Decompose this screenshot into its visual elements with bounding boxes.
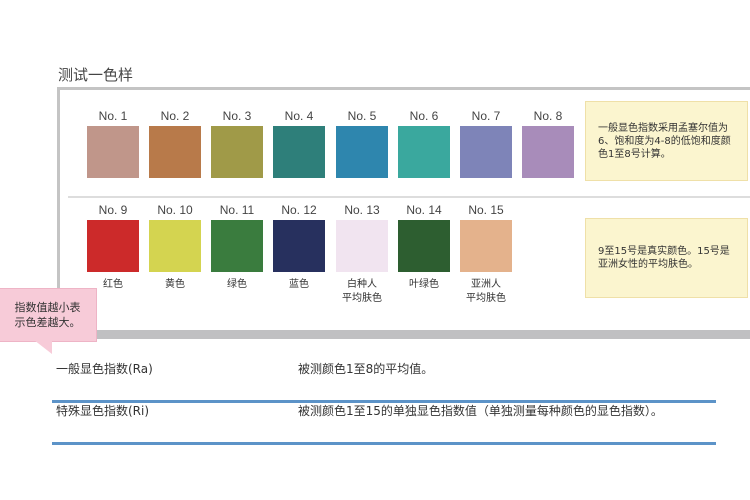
color-sample: No. 6 xyxy=(398,108,450,178)
color-swatch xyxy=(522,126,574,178)
color-sample: No. 8 xyxy=(522,108,574,178)
sample-number: No. 4 xyxy=(284,109,314,123)
color-swatch xyxy=(336,220,388,272)
section-title: 测试一色样 xyxy=(58,66,134,84)
color-sample: No. 4 xyxy=(273,108,325,178)
color-swatch xyxy=(460,220,512,272)
color-sample: No. 2 xyxy=(149,108,201,178)
color-swatch xyxy=(87,220,139,272)
sample-number: No. 9 xyxy=(98,203,128,217)
sample-number: No. 13 xyxy=(344,203,380,217)
sample-number: No. 10 xyxy=(157,203,193,217)
sample-number: No. 15 xyxy=(468,203,504,217)
color-swatch xyxy=(336,126,388,178)
color-swatch xyxy=(87,126,139,178)
sample-number: No. 5 xyxy=(347,109,377,123)
color-sample: No. 3 xyxy=(211,108,263,178)
color-sample: No. 13 白种人 平均肤色 xyxy=(336,202,388,306)
sample-number: No. 1 xyxy=(98,109,128,123)
sample-number: No. 6 xyxy=(409,109,439,123)
sample-name: 亚洲人 平均肤色 xyxy=(466,279,506,304)
definition-desc: 被测颜色1至15的单独显色指数值（单独测量每种颜色的显色指数）。 xyxy=(298,404,663,418)
definition-row-ri: 特殊显色指数(Ri) 被测颜色1至15的单独显色指数值（单独测量每种颜色的显色指… xyxy=(52,402,716,445)
color-swatch xyxy=(273,220,325,272)
sample-name: 叶绿色 xyxy=(409,279,439,290)
sample-number: No. 11 xyxy=(219,203,255,217)
sample-number: No. 3 xyxy=(222,109,252,123)
color-swatch xyxy=(149,126,201,178)
note-special-index: 9至15号是真实颜色。15号是亚洲女性的平均肤色。 xyxy=(585,218,748,298)
sample-name: 黄色 xyxy=(165,279,185,290)
callout-text: 指数值越小表示色差越大。 xyxy=(14,301,81,329)
color-sample: No. 14 叶绿色 xyxy=(398,202,450,292)
color-sample: No. 1 xyxy=(87,108,139,178)
note-text: 9至15号是真实颜色。15号是亚洲女性的平均肤色。 xyxy=(598,246,730,270)
note-text: 一般显色指数采用孟塞尔值为6、饱和度为4-8的低饱和度颜色1至8号计算。 xyxy=(598,122,731,160)
sample-number: No. 2 xyxy=(160,109,190,123)
note-general-index: 一般显色指数采用孟塞尔值为6、饱和度为4-8的低饱和度颜色1至8号计算。 xyxy=(585,101,748,181)
color-swatch xyxy=(460,126,512,178)
color-sample: No. 12 蓝色 xyxy=(273,202,325,292)
sample-name: 白种人 平均肤色 xyxy=(342,279,382,304)
color-sample: No. 10 黄色 xyxy=(149,202,201,292)
color-sample: No. 11 绿色 xyxy=(211,202,263,292)
row-divider xyxy=(68,196,750,198)
definition-row-ra: 一般显色指数(Ra) 被测颜色1至8的平均值。 xyxy=(52,360,716,403)
callout-bubble: 指数值越小表示色差越大。 xyxy=(0,288,97,342)
color-swatch xyxy=(211,126,263,178)
color-swatch xyxy=(149,220,201,272)
sample-name: 绿色 xyxy=(227,279,247,290)
color-swatch xyxy=(398,220,450,272)
color-sample: No. 7 xyxy=(460,108,512,178)
sample-number: No. 12 xyxy=(281,203,317,217)
color-swatch xyxy=(211,220,263,272)
definition-term: 特殊显色指数(Ri) xyxy=(56,404,150,418)
sample-number: No. 8 xyxy=(533,109,563,123)
sample-name: 蓝色 xyxy=(289,279,309,290)
color-sample: No. 9 红色 xyxy=(87,202,139,292)
sample-number: No. 14 xyxy=(406,203,442,217)
color-sample: No. 15 亚洲人 平均肤色 xyxy=(460,202,512,306)
callout-pointer xyxy=(34,340,52,354)
definition-desc: 被测颜色1至8的平均值。 xyxy=(298,362,434,376)
sample-number: No. 7 xyxy=(471,109,501,123)
definition-term: 一般显色指数(Ra) xyxy=(56,362,153,376)
color-sample: No. 5 xyxy=(336,108,388,178)
color-swatch xyxy=(273,126,325,178)
sample-name: 红色 xyxy=(103,279,123,290)
color-swatch xyxy=(398,126,450,178)
